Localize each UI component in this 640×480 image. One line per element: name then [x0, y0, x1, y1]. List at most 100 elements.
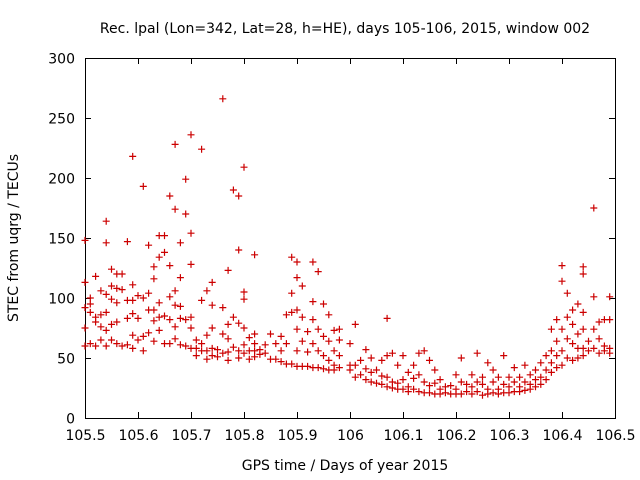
- data-point: [182, 316, 190, 324]
- x-tick-label: 105.5: [65, 428, 105, 444]
- data-points: [81, 95, 614, 399]
- x-axis: 105.5 105.6 105.7 105.8 105.9 106 106.1 106.2 10…: [65, 58, 636, 444]
- data-point: [150, 337, 158, 345]
- data-point: [208, 301, 216, 309]
- data-point: [547, 359, 555, 367]
- data-point: [542, 352, 550, 360]
- data-point: [198, 340, 206, 348]
- data-point: [494, 390, 502, 398]
- data-point: [224, 320, 232, 328]
- data-point: [171, 335, 179, 343]
- data-point: [346, 366, 354, 374]
- data-point: [97, 311, 105, 319]
- data-point: [569, 340, 577, 348]
- data-point: [585, 337, 592, 345]
- data-point: [81, 236, 89, 244]
- data-point: [404, 368, 412, 376]
- data-point: [351, 361, 359, 369]
- data-point: [357, 371, 365, 379]
- y-tick-label: 250: [48, 112, 75, 128]
- x-tick-label: 105.8: [224, 428, 264, 444]
- data-point: [590, 293, 598, 301]
- data-point: [123, 314, 131, 322]
- y-tick-label: 100: [48, 292, 75, 308]
- data-point: [537, 373, 545, 381]
- data-point: [92, 318, 100, 326]
- data-point: [309, 298, 317, 306]
- data-point: [288, 253, 296, 261]
- data-point: [176, 341, 184, 349]
- data-point: [155, 313, 163, 321]
- data-point: [447, 382, 455, 390]
- data-point: [81, 304, 89, 312]
- x-tick-label: 105.6: [118, 428, 158, 444]
- data-point: [240, 349, 248, 357]
- x-tick-label: 106.3: [489, 428, 529, 444]
- data-point: [155, 326, 163, 334]
- data-point: [251, 340, 259, 348]
- data-point: [298, 337, 306, 345]
- data-point: [346, 340, 354, 348]
- data-point: [606, 349, 614, 357]
- data-point: [134, 336, 142, 344]
- data-point: [558, 347, 566, 355]
- data-point: [81, 278, 89, 286]
- data-point: [510, 378, 518, 386]
- data-point: [203, 287, 211, 295]
- data-point: [468, 390, 476, 398]
- data-point: [293, 258, 301, 266]
- data-point: [187, 131, 195, 139]
- data-point: [489, 378, 497, 386]
- data-point: [171, 140, 179, 148]
- data-point: [526, 371, 534, 379]
- data-point: [92, 272, 100, 280]
- data-point: [510, 364, 518, 372]
- data-point: [192, 352, 200, 360]
- data-point: [288, 308, 296, 316]
- data-point: [123, 341, 131, 349]
- data-point: [145, 329, 153, 337]
- data-point: [150, 317, 158, 325]
- data-point: [410, 374, 418, 382]
- data-point: [420, 347, 428, 355]
- data-point: [558, 325, 566, 333]
- data-point: [235, 354, 243, 362]
- data-point: [505, 389, 513, 397]
- data-point: [309, 340, 317, 348]
- y-axis: 0 50 100 150 200 250 300: [48, 52, 615, 428]
- x-tick-label: 105.9: [277, 428, 317, 444]
- data-point: [558, 262, 566, 270]
- data-point: [176, 314, 184, 322]
- data-point: [320, 300, 327, 308]
- data-point: [335, 336, 343, 344]
- data-point: [590, 204, 598, 212]
- data-point: [600, 347, 608, 355]
- data-point: [537, 380, 545, 388]
- data-point: [494, 373, 502, 381]
- data-point: [102, 308, 110, 316]
- data-point: [150, 306, 158, 314]
- data-point: [521, 361, 529, 369]
- data-point: [240, 163, 248, 171]
- data-point: [171, 205, 179, 213]
- data-point: [452, 371, 460, 379]
- data-point: [235, 319, 243, 327]
- data-point: [229, 313, 237, 321]
- data-point: [272, 355, 280, 363]
- data-point: [463, 388, 471, 396]
- data-point: [192, 336, 200, 344]
- x-tick-label: 106.2: [436, 428, 476, 444]
- data-point: [251, 353, 259, 361]
- data-point: [108, 265, 115, 273]
- data-point: [388, 378, 396, 386]
- data-point: [97, 336, 105, 344]
- data-point: [521, 386, 529, 394]
- data-point: [558, 361, 566, 369]
- data-point: [479, 373, 486, 381]
- data-point: [219, 330, 227, 338]
- data-point: [123, 238, 131, 246]
- data-point: [240, 295, 248, 303]
- data-point: [547, 347, 555, 355]
- data-point: [282, 311, 290, 319]
- data-point: [553, 364, 561, 372]
